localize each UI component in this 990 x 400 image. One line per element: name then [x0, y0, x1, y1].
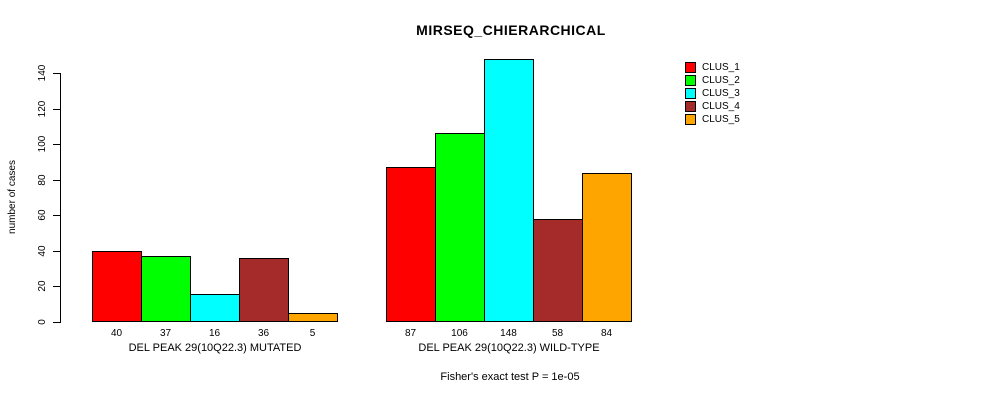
y-tick — [53, 250, 60, 252]
bar-clus_5 — [288, 313, 338, 322]
legend-item-clus_2: CLUS_2 — [685, 74, 740, 87]
y-tick-label: 20 — [37, 280, 48, 292]
bar-clus_1 — [386, 167, 436, 322]
y-tick — [53, 108, 60, 110]
bar-clus_4 — [239, 258, 289, 322]
y-tick — [53, 286, 60, 288]
legend-swatch-icon — [685, 114, 696, 125]
bar-value-label: 87 — [404, 328, 417, 339]
group-label-wildtype: DEL PEAK 29(10Q22.3) WILD-TYPE — [418, 342, 600, 354]
legend-swatch-icon — [685, 88, 696, 99]
y-tick-label: 140 — [37, 64, 48, 82]
legend-swatch-icon — [685, 75, 696, 86]
bar-value-label: 5 — [309, 328, 316, 339]
bar-clus_2 — [435, 133, 485, 322]
y-tick-label: 40 — [37, 245, 48, 257]
bar-clus_1 — [92, 251, 142, 322]
legend-label: CLUS_4 — [702, 101, 740, 112]
y-tick-label: 80 — [37, 174, 48, 186]
legend-item-clus_4: CLUS_4 — [685, 100, 740, 113]
y-axis-line — [60, 73, 61, 323]
y-axis-label: number of cases — [7, 160, 18, 234]
bar-clus_3 — [190, 294, 240, 322]
legend-swatch-icon — [685, 101, 696, 112]
bar-clus_4 — [533, 219, 583, 322]
legend-label: CLUS_5 — [702, 114, 740, 125]
y-tick-label: 100 — [37, 135, 48, 153]
bar-value-label: 106 — [451, 328, 468, 339]
legend-label: CLUS_1 — [702, 62, 740, 73]
y-tick-label: 120 — [37, 100, 48, 117]
legend-item-clus_5: CLUS_5 — [685, 113, 740, 126]
y-tick — [53, 179, 60, 181]
legend-swatch-icon — [685, 62, 696, 73]
y-tick — [53, 215, 60, 217]
bar-value-label: 84 — [600, 328, 613, 339]
y-tick-label: 60 — [37, 209, 48, 221]
footer-annotation: Fisher's exact test P = 1e-05 — [440, 371, 580, 383]
y-tick-label: 0 — [37, 319, 48, 325]
bar-value-label: 36 — [257, 328, 270, 339]
legend-item-clus_1: CLUS_1 — [685, 61, 740, 74]
legend-label: CLUS_3 — [702, 88, 740, 99]
legend: CLUS_1 CLUS_2 CLUS_3 CLUS_4 CLUS_5 — [685, 61, 740, 126]
bar-clus_2 — [141, 256, 191, 322]
bar-value-label: 40 — [110, 328, 123, 339]
bar-clus_3 — [484, 59, 534, 322]
group-label-mutated: DEL PEAK 29(10Q22.3) MUTATED — [128, 342, 302, 354]
bar-clus_5 — [582, 173, 632, 322]
y-tick — [53, 73, 60, 74]
y-tick — [53, 144, 60, 146]
bar-value-label: 16 — [208, 328, 221, 339]
chart-title: MIRSEQ_CHIERARCHICAL — [416, 22, 606, 38]
bar-value-label: 148 — [500, 328, 517, 339]
legend-label: CLUS_2 — [702, 75, 740, 86]
bar-value-label: 58 — [551, 328, 564, 339]
bar-value-label: 37 — [159, 328, 172, 339]
y-tick — [53, 322, 60, 323]
legend-item-clus_3: CLUS_3 — [685, 87, 740, 100]
